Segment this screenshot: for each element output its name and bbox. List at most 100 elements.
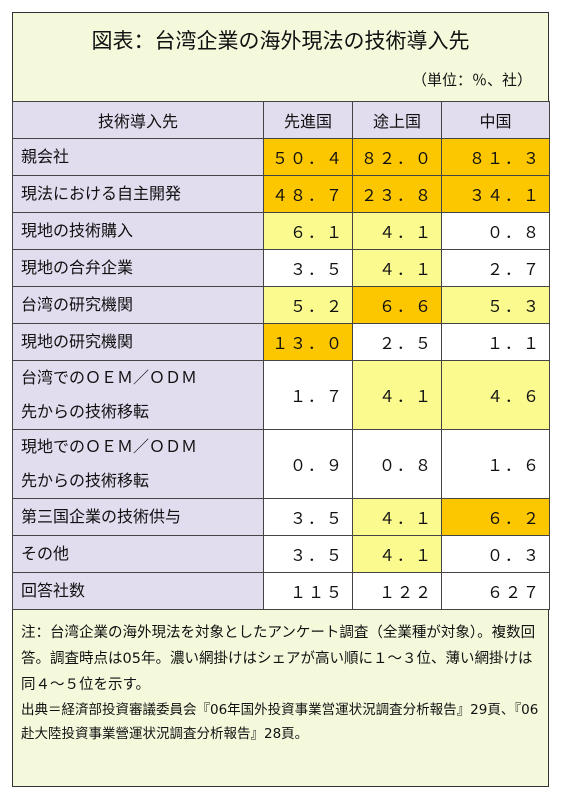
header-row: 技術導入先 先進国 途上国 中国 xyxy=(12,101,550,139)
column-header-text: 中国 xyxy=(479,112,512,131)
cell: １２２ xyxy=(352,572,442,610)
label-line: 現地の技術購入 xyxy=(21,214,255,248)
label-line: 現地でのＯＥＭ／ＯＤＭ xyxy=(21,430,255,464)
cell-value: １．１ xyxy=(486,334,541,353)
cell: ８１．３ xyxy=(441,138,550,176)
cell: ０．９ xyxy=(263,429,353,499)
header: 図表：台湾企業の海外現法の技術導入先 （単位：％、社） xyxy=(13,13,548,101)
cell-value: ３４．１ xyxy=(468,186,541,205)
note: 注：台湾企業の海外現法を対象としたアンケート調査（全業種が対象）。複数回答。調査… xyxy=(21,625,536,693)
cell: ４８．７ xyxy=(263,175,353,213)
cell-value: ２．５ xyxy=(378,334,433,353)
cell: ３４．１ xyxy=(441,175,550,213)
label-line: 回答社数 xyxy=(21,574,255,608)
column-header: 技術導入先 xyxy=(12,101,264,139)
label-text: 現法における自主開発 xyxy=(21,184,182,203)
notes: 注：台湾企業の海外現法を対象としたアンケート調査（全業種が対象）。複数回答。調査… xyxy=(13,610,548,746)
row-label: その他 xyxy=(12,535,264,573)
label-line: 先からの技術移転 xyxy=(21,395,255,429)
cell: ４．１ xyxy=(352,360,442,430)
row: 現地の研究機関 １３．０ ２．５ １．１ xyxy=(12,323,550,361)
cell-value: ０．３ xyxy=(486,546,541,565)
cell-value: ２．７ xyxy=(486,260,541,279)
title: 図表：台湾企業の海外現法の技術導入先 xyxy=(91,29,470,53)
cell: ０．８ xyxy=(441,212,550,250)
label-text: 現地の合弁企業 xyxy=(21,258,134,277)
label-line: 現地の研究機関 xyxy=(21,325,255,359)
cell-value: １３．０ xyxy=(272,334,345,353)
cell: ８２．０ xyxy=(352,138,442,176)
cell-value: ４．１ xyxy=(378,223,433,242)
row-label: 台湾でのＯＥＭ／ＯＤＭ 先からの技術移転 xyxy=(12,360,264,430)
cell: ６．１ xyxy=(263,212,353,250)
cell: ４．１ xyxy=(352,212,442,250)
cell-value: ６２７ xyxy=(486,583,541,602)
cell-value: ５．２ xyxy=(289,297,344,316)
cell-value: ４８．７ xyxy=(272,186,345,205)
cell: ２．５ xyxy=(352,323,442,361)
row: 親会社 ５０．４ ８２．０ ８１．３ xyxy=(12,138,550,176)
cell-value: ５０．４ xyxy=(272,149,345,168)
label-text: 台湾の研究機関 xyxy=(21,295,134,314)
cell: １３．０ xyxy=(263,323,353,361)
label-line: 第三国企業の技術供与 xyxy=(21,500,255,534)
cell: ５０．４ xyxy=(263,138,353,176)
panel: 図表：台湾企業の海外現法の技術導入先 （単位：％、社） 技術導入先 先進国 途上国 中… xyxy=(12,12,550,787)
cell: １．１ xyxy=(441,323,550,361)
row-label: 現地でのＯＥＭ／ＯＤＭ 先からの技術移転 xyxy=(12,429,264,499)
column-header: 先進国 xyxy=(263,101,353,139)
cell-value: ０．８ xyxy=(486,223,541,242)
unit: （単位：％、社） xyxy=(411,71,532,89)
cell: ３．５ xyxy=(263,249,353,287)
row: 現地でのＯＥＭ／ＯＤＭ 先からの技術移転 ０．９ ０．８ １．６ xyxy=(12,429,550,499)
label-text: 台湾でのＯＥＭ／ＯＤＭ xyxy=(21,368,198,387)
cell-value: ３．５ xyxy=(289,509,344,528)
label-line: 台湾でのＯＥＭ／ＯＤＭ xyxy=(21,361,255,395)
cell-value: ４．１ xyxy=(378,387,433,406)
row-label: 現地の技術購入 xyxy=(12,212,264,250)
cell-value: ４．１ xyxy=(378,546,433,565)
table: 技術導入先 先進国 途上国 中国親会社 ５０．４ ８２．０ ８１．３ 現法における自主開発 ４８… xyxy=(12,101,550,610)
cell: ６．６ xyxy=(352,286,442,324)
row: 現法における自主開発 ４８．７ ２３．８ ３４．１ xyxy=(12,175,550,213)
row: 回答社数 １１５ １２２ ６２７ xyxy=(12,572,550,610)
cell-value: ０．８ xyxy=(378,456,433,475)
row: 台湾の研究機関 ５．２ ６．６ ５．３ xyxy=(12,286,550,324)
label-text: 現地の研究機関 xyxy=(21,332,134,351)
cell: ４．１ xyxy=(352,249,442,287)
cell: １．６ xyxy=(441,429,550,499)
cell: ６．２ xyxy=(441,498,550,536)
cell-value: ５．３ xyxy=(486,297,541,316)
cell-value: １．６ xyxy=(486,456,541,475)
label-line: 台湾の研究機関 xyxy=(21,288,255,322)
column-header-text: 先進国 xyxy=(283,112,332,131)
cell: ４．１ xyxy=(352,498,442,536)
label-text: 先からの技術移転 xyxy=(21,402,150,421)
cell: ２．７ xyxy=(441,249,550,287)
cell-value: １２２ xyxy=(378,583,433,602)
cell-value: ４．１ xyxy=(378,509,433,528)
cell: ０．３ xyxy=(441,535,550,573)
cell-value: ６．１ xyxy=(289,223,344,242)
cell: ６２７ xyxy=(441,572,550,610)
cell-value: ２３．８ xyxy=(361,186,434,205)
cell: ０．８ xyxy=(352,429,442,499)
cell-value: １１５ xyxy=(289,583,344,602)
cell: １１５ xyxy=(263,572,353,610)
label-text: 回答社数 xyxy=(21,581,86,600)
row: その他 ３．５ ４．１ ０．３ xyxy=(12,535,550,573)
cell-value: ６．６ xyxy=(378,297,433,316)
row: 台湾でのＯＥＭ／ＯＤＭ 先からの技術移転 １．７ ４．１ ４．６ xyxy=(12,360,550,430)
cell-value: ６．２ xyxy=(486,509,541,528)
label-text: その他 xyxy=(21,544,70,563)
label-line: その他 xyxy=(21,537,255,571)
cell: ４．１ xyxy=(352,535,442,573)
label-line: 現法における自主開発 xyxy=(21,177,255,211)
label-line: 先からの技術移転 xyxy=(21,464,255,498)
label-line: 現地の合弁企業 xyxy=(21,251,255,285)
row-label: 第三国企業の技術供与 xyxy=(12,498,264,536)
cell-value: ４．１ xyxy=(378,260,433,279)
cell-value: １．７ xyxy=(289,387,344,406)
label-text: 親会社 xyxy=(21,147,70,166)
